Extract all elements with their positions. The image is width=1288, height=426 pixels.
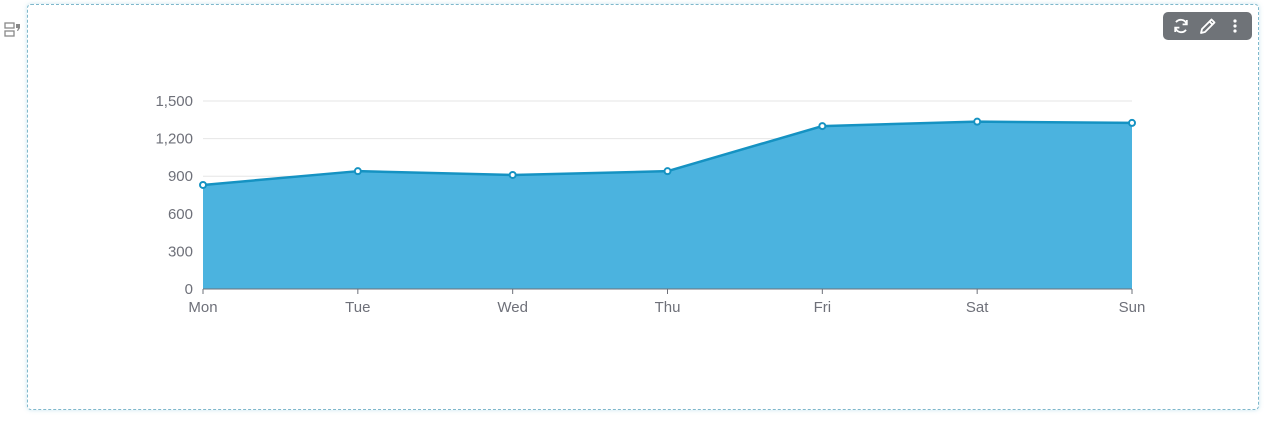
y-tick-label: 900 [168,168,193,185]
area-fill [203,121,1132,290]
drag-handle-icon[interactable] [4,22,22,38]
x-tick-label: Fri [814,299,832,316]
data-point[interactable] [818,122,827,131]
x-tick-label: Sun [1119,299,1146,316]
y-tick-label: 1,200 [155,131,193,148]
data-points [199,117,1136,189]
data-point[interactable] [353,167,362,176]
x-tick-label: Mon [188,299,217,316]
data-point[interactable] [1128,118,1136,127]
data-point[interactable] [663,167,672,176]
x-tick-label: Thu [655,299,681,316]
data-point[interactable] [199,180,207,189]
y-tick-label: 600 [168,206,193,223]
axes: 0 300 600 900 1,200 1,500 Mon Tue Wed Thu Fri Sat Su… [155,93,1145,316]
data-point[interactable] [508,170,517,179]
pencil-icon[interactable] [1196,14,1220,38]
y-tick-label: 0 [185,281,193,298]
x-tick-label: Wed [497,299,528,316]
y-tick-label: 300 [168,243,193,260]
more-vertical-icon[interactable] [1223,14,1247,38]
panel-toolbar [1163,12,1252,40]
x-tick-label: Tue [345,299,370,316]
data-point[interactable] [973,117,982,126]
y-tick-label: 1,500 [155,93,193,110]
x-tick-label: Sat [966,299,989,316]
area-series [202,120,1133,290]
refresh-icon[interactable] [1169,14,1193,38]
